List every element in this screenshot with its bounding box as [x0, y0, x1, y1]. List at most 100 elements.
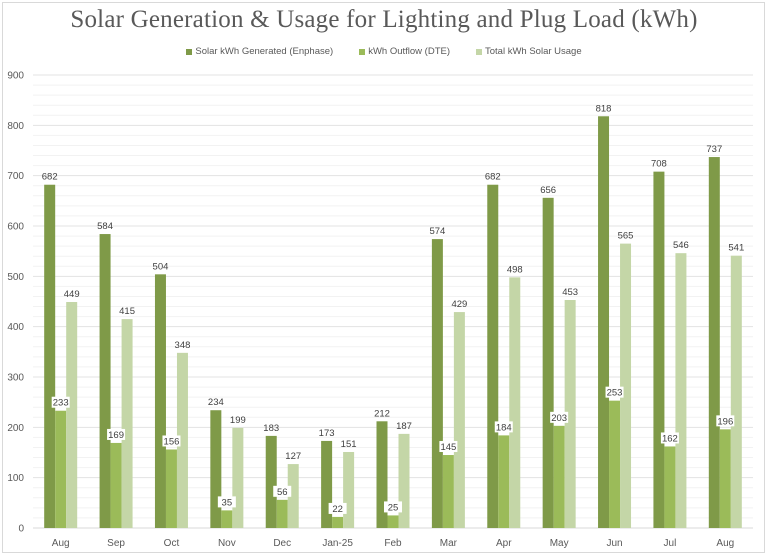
x-tick-label: Aug: [716, 538, 734, 549]
data-label: 574: [429, 226, 445, 237]
legend-swatch-outflow: [359, 48, 366, 55]
bar-generated-12[interactable]: [708, 157, 720, 528]
bar-generated-0[interactable]: [44, 184, 56, 528]
legend-item-outflow[interactable]: kWh Outflow (DTE): [359, 46, 450, 57]
bar-outflow-5[interactable]: [332, 516, 344, 528]
y-axis-ticks: 0 100 200 300 400 500 600 700 800 900: [7, 71, 24, 535]
bar-usage-3[interactable]: [232, 427, 244, 528]
y-tick-label: 300: [7, 373, 24, 384]
y-tick-label: 900: [7, 71, 24, 82]
x-tick-label: Jan-25: [322, 538, 353, 549]
legend-label-usage: Total kWh Solar Usage: [485, 46, 582, 57]
data-label-background: [328, 502, 347, 514]
bar-generated-1[interactable]: [99, 234, 111, 528]
bar-outflow-8[interactable]: [498, 435, 510, 528]
data-label: 183: [263, 423, 279, 434]
bar-outflow-11[interactable]: [664, 446, 676, 528]
data-label-background: [605, 386, 624, 398]
data-label: 203: [551, 413, 567, 424]
data-label: 169: [108, 430, 124, 441]
bar-outflow-2[interactable]: [165, 449, 177, 528]
y-tick-label: 500: [7, 272, 24, 283]
bar-usage-8[interactable]: [509, 277, 521, 528]
bar-outflow-3[interactable]: [221, 510, 233, 528]
data-label: 151: [341, 439, 357, 450]
x-tick-label: May: [550, 538, 569, 549]
data-label: 449: [64, 289, 80, 300]
data-label: 429: [451, 299, 467, 310]
data-label: 35: [222, 497, 233, 508]
bar-usage-11[interactable]: [675, 253, 687, 528]
data-label: 818: [596, 103, 612, 114]
bar-usage-9[interactable]: [564, 299, 576, 528]
bar-generated-11[interactable]: [653, 171, 665, 528]
data-label: 504: [153, 261, 169, 272]
bars: [44, 116, 742, 529]
y-tick-label: 100: [7, 473, 24, 484]
data-label: 541: [728, 243, 744, 254]
data-label: 56: [277, 487, 288, 498]
bar-generated-3[interactable]: [210, 410, 222, 528]
legend-item-usage[interactable]: Total kWh Solar Usage: [476, 46, 582, 57]
bar-usage-7[interactable]: [453, 312, 465, 528]
bar-usage-4[interactable]: [287, 464, 299, 528]
bar-outflow-6[interactable]: [387, 515, 399, 528]
bar-outflow-7[interactable]: [442, 455, 454, 528]
bar-usage-10[interactable]: [620, 243, 632, 528]
data-label: 546: [673, 240, 689, 251]
data-label: 233: [53, 398, 69, 409]
data-label-background: [439, 441, 458, 453]
bar-outflow-4[interactable]: [276, 499, 288, 528]
x-tick-label: Mar: [440, 538, 458, 549]
y-tick-label: 400: [7, 322, 24, 333]
bar-usage-2[interactable]: [176, 352, 188, 528]
y-tick-label: 800: [7, 121, 24, 132]
bar-usage-5[interactable]: [343, 451, 355, 528]
data-label: 415: [119, 306, 135, 317]
bar-usage-6[interactable]: [398, 433, 410, 528]
data-label: 145: [440, 442, 456, 453]
bar-generated-4[interactable]: [265, 435, 277, 528]
data-label: 162: [662, 433, 678, 444]
data-labels: 682 233 449 584 169 415 504 156 348 234 35 199 183 56…: [42, 103, 744, 515]
bar-outflow-9[interactable]: [553, 425, 565, 528]
data-label: 498: [507, 264, 523, 275]
data-label-background: [494, 421, 513, 433]
bar-outflow-10[interactable]: [609, 400, 621, 528]
x-tick-label: Dec: [273, 538, 291, 549]
bar-outflow-12[interactable]: [719, 429, 731, 528]
legend-label-outflow: kWh Outflow (DTE): [368, 46, 450, 57]
x-tick-label: Feb: [384, 538, 402, 549]
data-label-background: [550, 411, 569, 423]
bar-outflow-1[interactable]: [110, 442, 122, 528]
data-label: 199: [230, 415, 246, 426]
bar-generated-7[interactable]: [431, 239, 443, 528]
bar-generated-9[interactable]: [542, 197, 554, 528]
x-tick-label: Nov: [218, 538, 236, 549]
bar-usage-1[interactable]: [121, 319, 133, 528]
data-label: 173: [319, 428, 335, 439]
bar-generated-5[interactable]: [321, 440, 333, 528]
bar-generated-6[interactable]: [376, 421, 388, 528]
bar-usage-0[interactable]: [66, 302, 78, 528]
minor-gridlines: [33, 84, 753, 519]
y-tick-label: 700: [7, 171, 24, 182]
legend-swatch-usage: [476, 48, 482, 55]
data-label: 184: [496, 422, 512, 433]
data-label: 584: [97, 221, 113, 232]
data-label: 187: [396, 421, 412, 432]
data-label: 156: [164, 436, 180, 447]
legend-item-generated[interactable]: Solar kWh Generated (Enphase): [186, 46, 333, 57]
data-label-background: [107, 428, 126, 440]
data-label: 682: [485, 172, 501, 183]
bar-generated-8[interactable]: [487, 184, 499, 528]
bar-outflow-0[interactable]: [55, 410, 67, 528]
bar-usage-12[interactable]: [730, 255, 742, 529]
data-label: 253: [607, 388, 623, 399]
data-label: 127: [285, 451, 301, 462]
bar-generated-2[interactable]: [154, 274, 166, 528]
bar-generated-10[interactable]: [598, 116, 610, 529]
x-tick-label: Jun: [606, 538, 622, 549]
data-label: 348: [175, 340, 191, 351]
